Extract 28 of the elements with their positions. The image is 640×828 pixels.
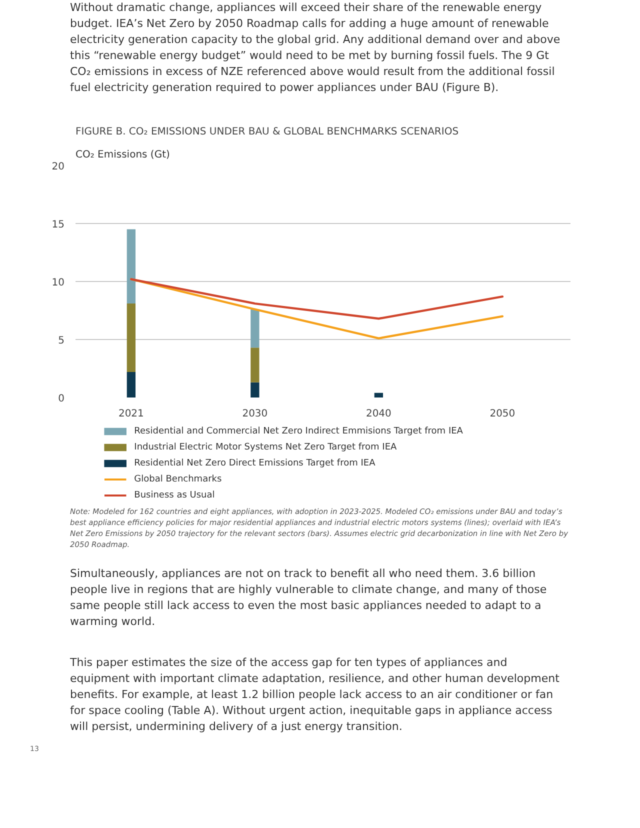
text: This paper estimates the size of the access gap for ten types of appliances and equipment with important climate adaptation, resilience, and other human development benefits. For example, at least 1.2 billion people lack access to an air conditioner or fan for space cooling (Table A). Without urgent action, inequitable gaps in appliance access will persist, undermining delivery of a just energy transition. (70, 655, 560, 735)
y-tick-label: 20 (52, 162, 65, 172)
legend-label: Global Benchmarks (134, 474, 222, 484)
chart-title: FIGURE B. CO₂ EMISSIONS UNDER BAU & GLOBAL BENCHMARKS SCENARIOS (76, 126, 459, 138)
bar (250, 348, 260, 382)
legend-label: Residential and Commercial Net Zero Indirect Emmisions Target from IEA (134, 426, 464, 436)
y-tick-label: 15 (52, 220, 65, 230)
text: Simultaneously, appliances are not on track to benefit all who need them. 3.6 billion people live in regions that are highly vulnerable to climate change, and many of those same people still lack access to even the most basic appliances needed to adapt to a warming world. (70, 566, 548, 630)
x-tick-label: 2040 (366, 408, 392, 420)
y-tick-label: 5 (58, 336, 65, 346)
x-tick-label: 2030 (242, 408, 268, 420)
legend-label: Business as Usual (134, 490, 215, 500)
y-axis-title: CO₂ Emissions (Gt) (76, 150, 170, 160)
x-tick-label: 2021 (118, 408, 144, 420)
line-series (130, 278, 504, 340)
y-tick-label: 0 (58, 394, 65, 404)
bar (250, 382, 260, 398)
legend-label: Industrial Electric Motor Systems Net Zero Target from IEA (134, 442, 398, 452)
x-tick-label: 2050 (490, 408, 516, 420)
y-tick-label: 10 (52, 278, 65, 288)
bar (250, 309, 260, 348)
legend-label: Residential Net Zero Direct Emissions Target from IEA (134, 458, 376, 468)
line-series (130, 278, 504, 320)
bar (374, 392, 384, 398)
bar (126, 229, 136, 304)
bar (126, 304, 136, 372)
text: Without dramatic change, appliances will exceed their share of the renewable energy budget. IEA’s Net Zero by 2050 Roadmap calls for adding a huge amount of renewable electricity generation capacity to the global grid. Any additional demand over and above this “renewable energy budget” would need to be met by burning fossil fuels. The 9 Gt CO₂ emissions in excess of NZE referenced above would result from the additional fossil fuel electricity generation required to power appliances under BAU (Figure B). (70, 0, 562, 96)
bar (126, 372, 136, 398)
